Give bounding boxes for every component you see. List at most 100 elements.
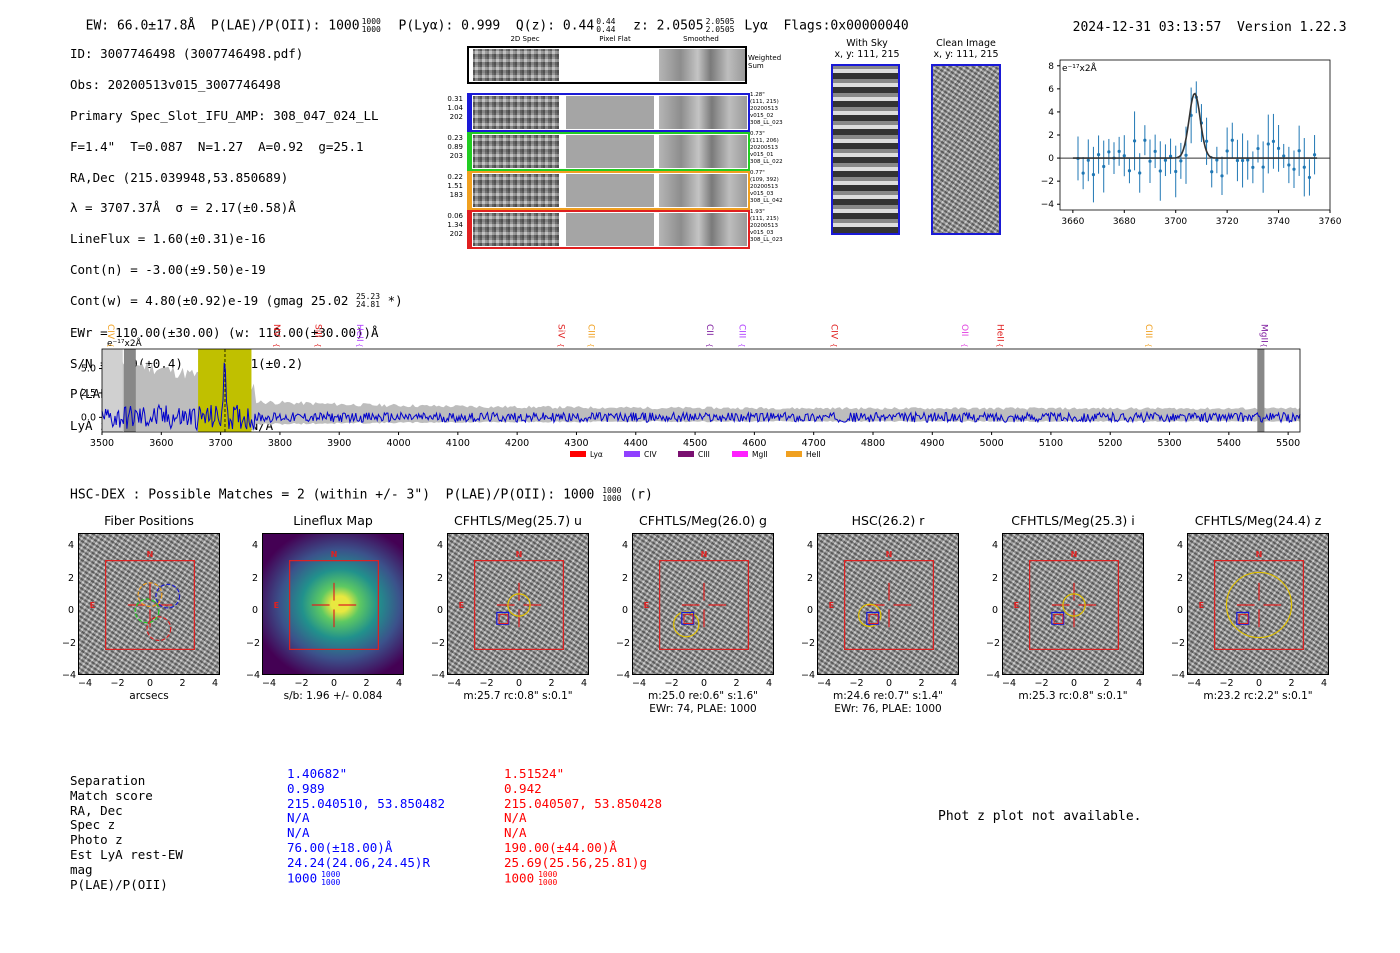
spectrum-xtick-label: 4200 <box>505 438 529 449</box>
spectrum-legend-swatch <box>732 451 748 457</box>
table-red-text: 1000 <box>504 870 535 886</box>
spectrum-line-label: MgII <box>1258 324 1268 343</box>
cutout-row-marker <box>469 95 472 130</box>
hsc-ytick-label: −4 <box>1171 670 1186 681</box>
hsc-ytick-label: 2 <box>251 572 258 584</box>
mini-ylabel: e⁻¹⁷x2Å <box>1062 62 1098 74</box>
hsc-ytick-label: −2 <box>1171 637 1186 649</box>
hsc-title-end: (r) <box>629 487 653 503</box>
spectrum-line-bracket: { <box>586 343 594 347</box>
header-plya: P(Lyα): 0.999 <box>398 18 501 34</box>
info-contw-end: *) <box>387 292 403 308</box>
spectrum-legend-swatch <box>624 451 640 457</box>
mini-data-point <box>1168 154 1173 158</box>
table-blue-value: 1.40682" <box>287 766 445 782</box>
mini-data-point <box>1287 163 1291 167</box>
cutout-right-value: 20200513 <box>750 106 778 112</box>
header-plae-sup: 1000 <box>361 17 381 26</box>
spectrum-ytick-label: 0.0 <box>81 412 96 423</box>
spectrum-flux-line <box>101 362 1301 432</box>
info-f: F=1.4" T=0.087 N=1.27 A=0.92 g=25.1 <box>70 138 364 154</box>
info-contw-sup: 25.23 <box>355 292 381 302</box>
cutout-right-value: (111, 215) <box>750 216 779 222</box>
hsc-panel-overlay: NE <box>1014 550 1119 650</box>
mini-data-point <box>1184 153 1188 157</box>
table-blue-text: 215.040510, 53.850482 <box>287 795 446 811</box>
header-z-sub: 2.0505 <box>705 25 735 34</box>
cutout-row <box>467 93 750 132</box>
cutout-right-value: v015_02 <box>750 113 774 119</box>
cutout-right-value: 1.93" <box>750 209 765 215</box>
header-right: 2024-12-31 03:13:57 Version 1.22.3 <box>1057 5 1347 35</box>
mini-data-point <box>1276 146 1281 150</box>
spectrum-masked-band <box>123 349 136 432</box>
weighted-flat-image <box>561 49 657 81</box>
spectrum-line-bracket: { <box>557 343 565 347</box>
spectrum-xtick-label: 5300 <box>1157 438 1181 449</box>
hsc-title-sup: 1000 <box>602 486 622 495</box>
cutout-right-value: 20200513 <box>750 145 778 151</box>
spectrum-xtick-label: 4700 <box>802 438 826 449</box>
header-plae-sub: 1000 <box>361 25 381 34</box>
hsc-panel-overlay: NE <box>274 550 379 650</box>
spectrum-line-bracket: { <box>1259 343 1267 347</box>
hsc-east-label: E <box>90 601 95 610</box>
table-blue-value: N/A <box>287 810 445 826</box>
hsc-xtick-label: 0 <box>700 678 708 689</box>
spectrum-legend-label: CIII <box>698 450 710 459</box>
spectrum-line-bracket: { <box>355 343 363 347</box>
mini-data-point <box>1153 149 1157 153</box>
clean-title: Clean Image x, y: 111, 215 <box>921 38 1011 60</box>
mini-ytick-label: 2 <box>1048 131 1054 141</box>
cutout-left-value: 0.06 <box>447 212 463 220</box>
mini-ytick-label: −4 <box>1041 200 1055 210</box>
info-id: ID: 3007746498 (3007746498.pdf) <box>70 46 304 62</box>
cutout-flat-image <box>566 174 654 207</box>
table-blue-text: 1000 <box>287 870 318 886</box>
cutout-right-value: 308_LL_022 <box>750 159 783 165</box>
hsc-title-text: HSC-DEX : Possible Matches = 2 (within +… <box>70 487 595 503</box>
header-plae-frac: 1000 1000 <box>362 18 381 34</box>
hsc-ytick-label: 0 <box>621 605 628 616</box>
header-timestamp: 2024-12-31 03:13:57 <box>1072 20 1222 35</box>
table-blue-text: 1.40682" <box>287 766 348 781</box>
header-version: Version 1.22.3 <box>1237 20 1347 35</box>
hsc-xtick-label: −2 <box>664 678 679 689</box>
hsc-east-label: E <box>1014 601 1019 610</box>
table-frac-sup: 1000 <box>321 869 341 879</box>
spectrum-line-bracket: { <box>705 343 713 347</box>
mini-data-point <box>1215 158 1219 162</box>
header-z: z: 2.0505 <box>633 18 704 34</box>
info-lineflux: LineFlux = 1.60(±0.31)e-16 <box>70 231 266 247</box>
mini-data-point <box>1138 171 1142 175</box>
spectrum-xtick-label: 3800 <box>268 438 292 449</box>
cutout-left-value: 203 <box>449 152 463 160</box>
mini-xtick-label: 3760 <box>1319 217 1342 227</box>
spectrum-xtick-label: 5000 <box>980 438 1004 449</box>
hsc-search-box <box>474 560 564 650</box>
hsc-east-label: E <box>829 601 834 610</box>
spectrum-xtick-label: 3700 <box>209 438 233 449</box>
mini-ytick-label: 0 <box>1048 154 1054 164</box>
hsc-search-box <box>105 560 195 650</box>
hsc-search-box <box>659 560 749 650</box>
cutout-2d-image <box>473 96 559 129</box>
hsc-xtick-label: −2 <box>849 678 864 689</box>
hsc-ytick-label: 4 <box>436 540 443 551</box>
cutout-left-value: 202 <box>449 113 463 121</box>
spectrum-xtick-label: 4100 <box>446 438 470 449</box>
hsc-north-label: N <box>331 550 338 559</box>
hsc-east-label: E <box>1199 601 1204 610</box>
hsc-xtick-label: −2 <box>110 678 125 689</box>
hsc-xtick-label: −4 <box>816 678 831 689</box>
hsc-ytick-label: −2 <box>616 637 631 649</box>
table-row-label: Spec z <box>70 817 116 833</box>
hsc-panel-overlay: NE <box>644 550 749 650</box>
hsc-xtick-label: 0 <box>330 678 338 689</box>
spectrum-line-label: NV <box>271 324 281 338</box>
